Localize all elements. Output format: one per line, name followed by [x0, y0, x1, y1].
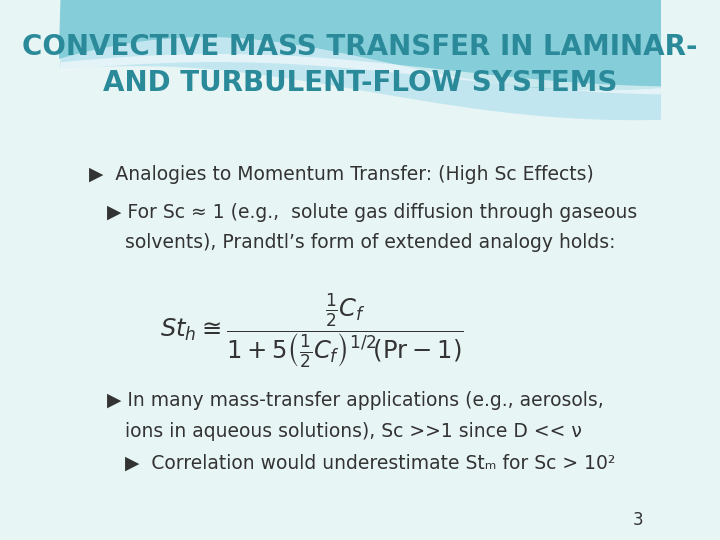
Text: ions in aqueous solutions), Sc >>1 since D << ν: ions in aqueous solutions), Sc >>1 since…	[89, 422, 582, 441]
PathPatch shape	[59, 37, 661, 120]
Text: solvents), Prandtl’s form of extended analogy holds:: solvents), Prandtl’s form of extended an…	[89, 233, 616, 252]
Text: $St_h \cong \dfrac{\frac{1}{2}C_f}{1+5\left(\frac{1}{2}C_f\right)^{1/2}\!\left(\: $St_h \cong \dfrac{\frac{1}{2}C_f}{1+5\l…	[160, 292, 464, 371]
Text: 3: 3	[633, 511, 643, 529]
Text: ▶  Correlation would underestimate Stₘ for Sc > 10²: ▶ Correlation would underestimate Stₘ fo…	[89, 454, 616, 472]
PathPatch shape	[59, 54, 661, 94]
Text: ▶  Analogies to Momentum Transfer: (High Sc Effects): ▶ Analogies to Momentum Transfer: (High …	[89, 165, 593, 184]
Text: ▶ For Sc ≈ 1 (e.g.,  solute gas diffusion through gaseous: ▶ For Sc ≈ 1 (e.g., solute gas diffusion…	[89, 202, 637, 221]
PathPatch shape	[59, 0, 661, 91]
Text: CONVECTIVE MASS TRANSFER IN LAMINAR-
AND TURBULENT-FLOW SYSTEMS: CONVECTIVE MASS TRANSFER IN LAMINAR- AND…	[22, 33, 698, 97]
Text: ▶ In many mass-transfer applications (e.g., aerosols,: ▶ In many mass-transfer applications (e.…	[89, 392, 603, 410]
